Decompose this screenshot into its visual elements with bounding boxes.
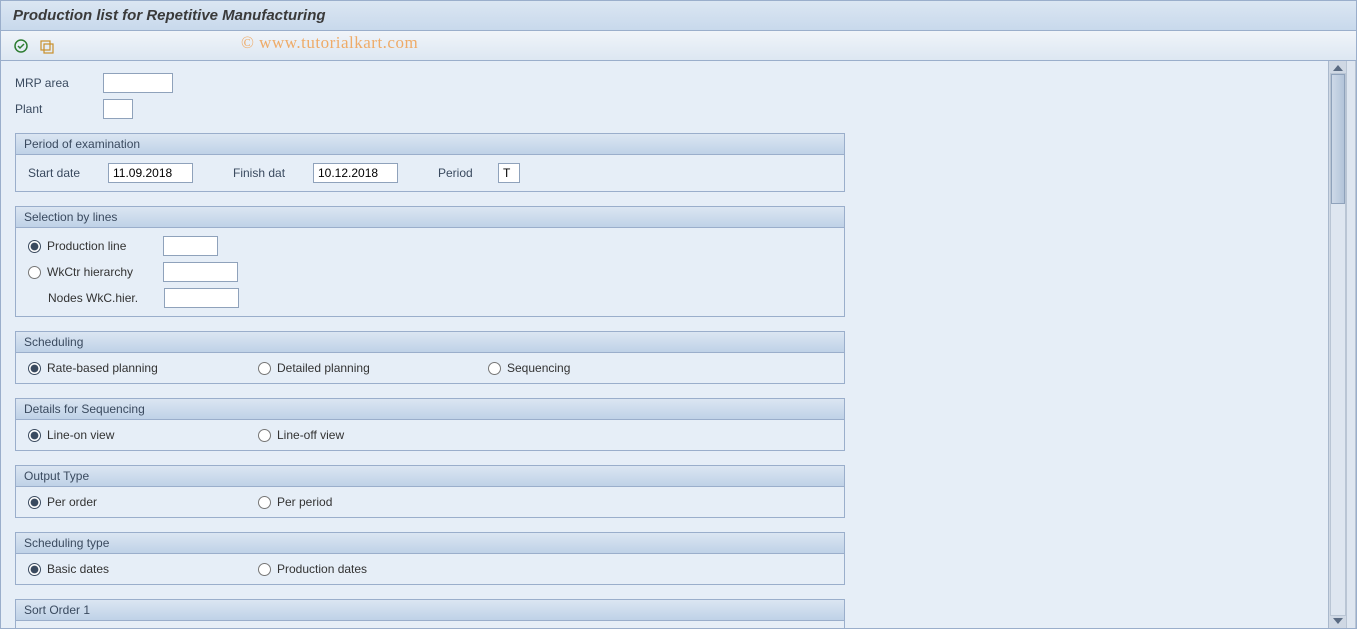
toolbar: © www.tutorialkart.com xyxy=(1,31,1356,61)
detailed-label: Detailed planning xyxy=(277,361,370,375)
per-period-radio[interactable] xyxy=(258,496,271,509)
mrp-area-row: MRP area xyxy=(15,73,1318,93)
wkctr-hierarchy-label: WkCtr hierarchy xyxy=(47,265,157,279)
scroll-up-icon[interactable] xyxy=(1333,65,1343,71)
nodes-label: Nodes WkC.hier. xyxy=(48,291,158,305)
mrp-area-input[interactable] xyxy=(103,73,173,93)
sched-type-group: Scheduling type Basic dates Production d… xyxy=(15,532,845,585)
basic-dates-radio[interactable] xyxy=(28,563,41,576)
window: Production list for Repetitive Manufactu… xyxy=(0,0,1357,629)
lines-group-title: Selection by lines xyxy=(16,207,844,228)
basic-dates-label: Basic dates xyxy=(47,562,109,576)
production-dates-radio[interactable] xyxy=(258,563,271,576)
scrollbar[interactable] xyxy=(1328,61,1346,628)
line-off-label: Line-off view xyxy=(277,428,344,442)
sched-type-group-title: Scheduling type xyxy=(16,533,844,554)
production-line-label: Production line xyxy=(47,239,157,253)
line-off-radio[interactable] xyxy=(258,429,271,442)
output-group: Output Type Per order Per period xyxy=(15,465,845,518)
content: MRP area Plant Period of examination Sta… xyxy=(1,61,1328,628)
period-group-title: Period of examination xyxy=(16,134,844,155)
finish-date-label: Finish dat xyxy=(233,166,303,180)
wkctr-hierarchy-radio[interactable] xyxy=(28,266,41,279)
watermark: © www.tutorialkart.com xyxy=(241,33,418,53)
details-seq-group: Details for Sequencing Line-on view Line… xyxy=(15,398,845,451)
variant-icon[interactable] xyxy=(37,36,57,56)
plant-label: Plant xyxy=(15,102,95,116)
scheduling-group: Scheduling Rate-based planning Detailed … xyxy=(15,331,845,384)
scheduling-group-title: Scheduling xyxy=(16,332,844,353)
nodes-input[interactable] xyxy=(164,288,239,308)
start-date-input[interactable] xyxy=(108,163,193,183)
scroll-thumb[interactable] xyxy=(1331,74,1345,204)
production-line-radio[interactable] xyxy=(28,240,41,253)
execute-icon[interactable] xyxy=(11,36,31,56)
titlebar: Production list for Repetitive Manufactu… xyxy=(1,1,1356,31)
sort-group: Sort Order 1 Sort by material Sort by li… xyxy=(15,599,845,628)
period-input[interactable] xyxy=(498,163,520,183)
per-order-radio[interactable] xyxy=(28,496,41,509)
line-on-label: Line-on view xyxy=(47,428,114,442)
production-line-input[interactable] xyxy=(163,236,218,256)
sequencing-radio[interactable] xyxy=(488,362,501,375)
scroll-down-icon[interactable] xyxy=(1333,618,1343,624)
mrp-area-label: MRP area xyxy=(15,76,95,90)
rate-based-radio[interactable] xyxy=(28,362,41,375)
scroll-track[interactable] xyxy=(1330,73,1346,616)
finish-date-input[interactable] xyxy=(313,163,398,183)
production-dates-label: Production dates xyxy=(277,562,367,576)
details-seq-group-title: Details for Sequencing xyxy=(16,399,844,420)
plant-input[interactable] xyxy=(103,99,133,119)
content-wrap: MRP area Plant Period of examination Sta… xyxy=(1,61,1356,628)
period-label: Period xyxy=(438,166,488,180)
start-date-label: Start date xyxy=(28,166,98,180)
detailed-radio[interactable] xyxy=(258,362,271,375)
lines-group: Selection by lines Production line WkCtr… xyxy=(15,206,845,317)
per-period-label: Per period xyxy=(277,495,332,509)
sequencing-label: Sequencing xyxy=(507,361,570,375)
line-on-radio[interactable] xyxy=(28,429,41,442)
wkctr-hierarchy-input[interactable] xyxy=(163,262,238,282)
sort-group-title: Sort Order 1 xyxy=(16,600,844,621)
rate-based-label: Rate-based planning xyxy=(47,361,158,375)
page-title: Production list for Repetitive Manufactu… xyxy=(13,7,326,24)
period-group: Period of examination Start date Finish … xyxy=(15,133,845,192)
plant-row: Plant xyxy=(15,99,1318,119)
output-group-title: Output Type xyxy=(16,466,844,487)
scroll-separator xyxy=(1346,61,1356,628)
per-order-label: Per order xyxy=(47,495,97,509)
